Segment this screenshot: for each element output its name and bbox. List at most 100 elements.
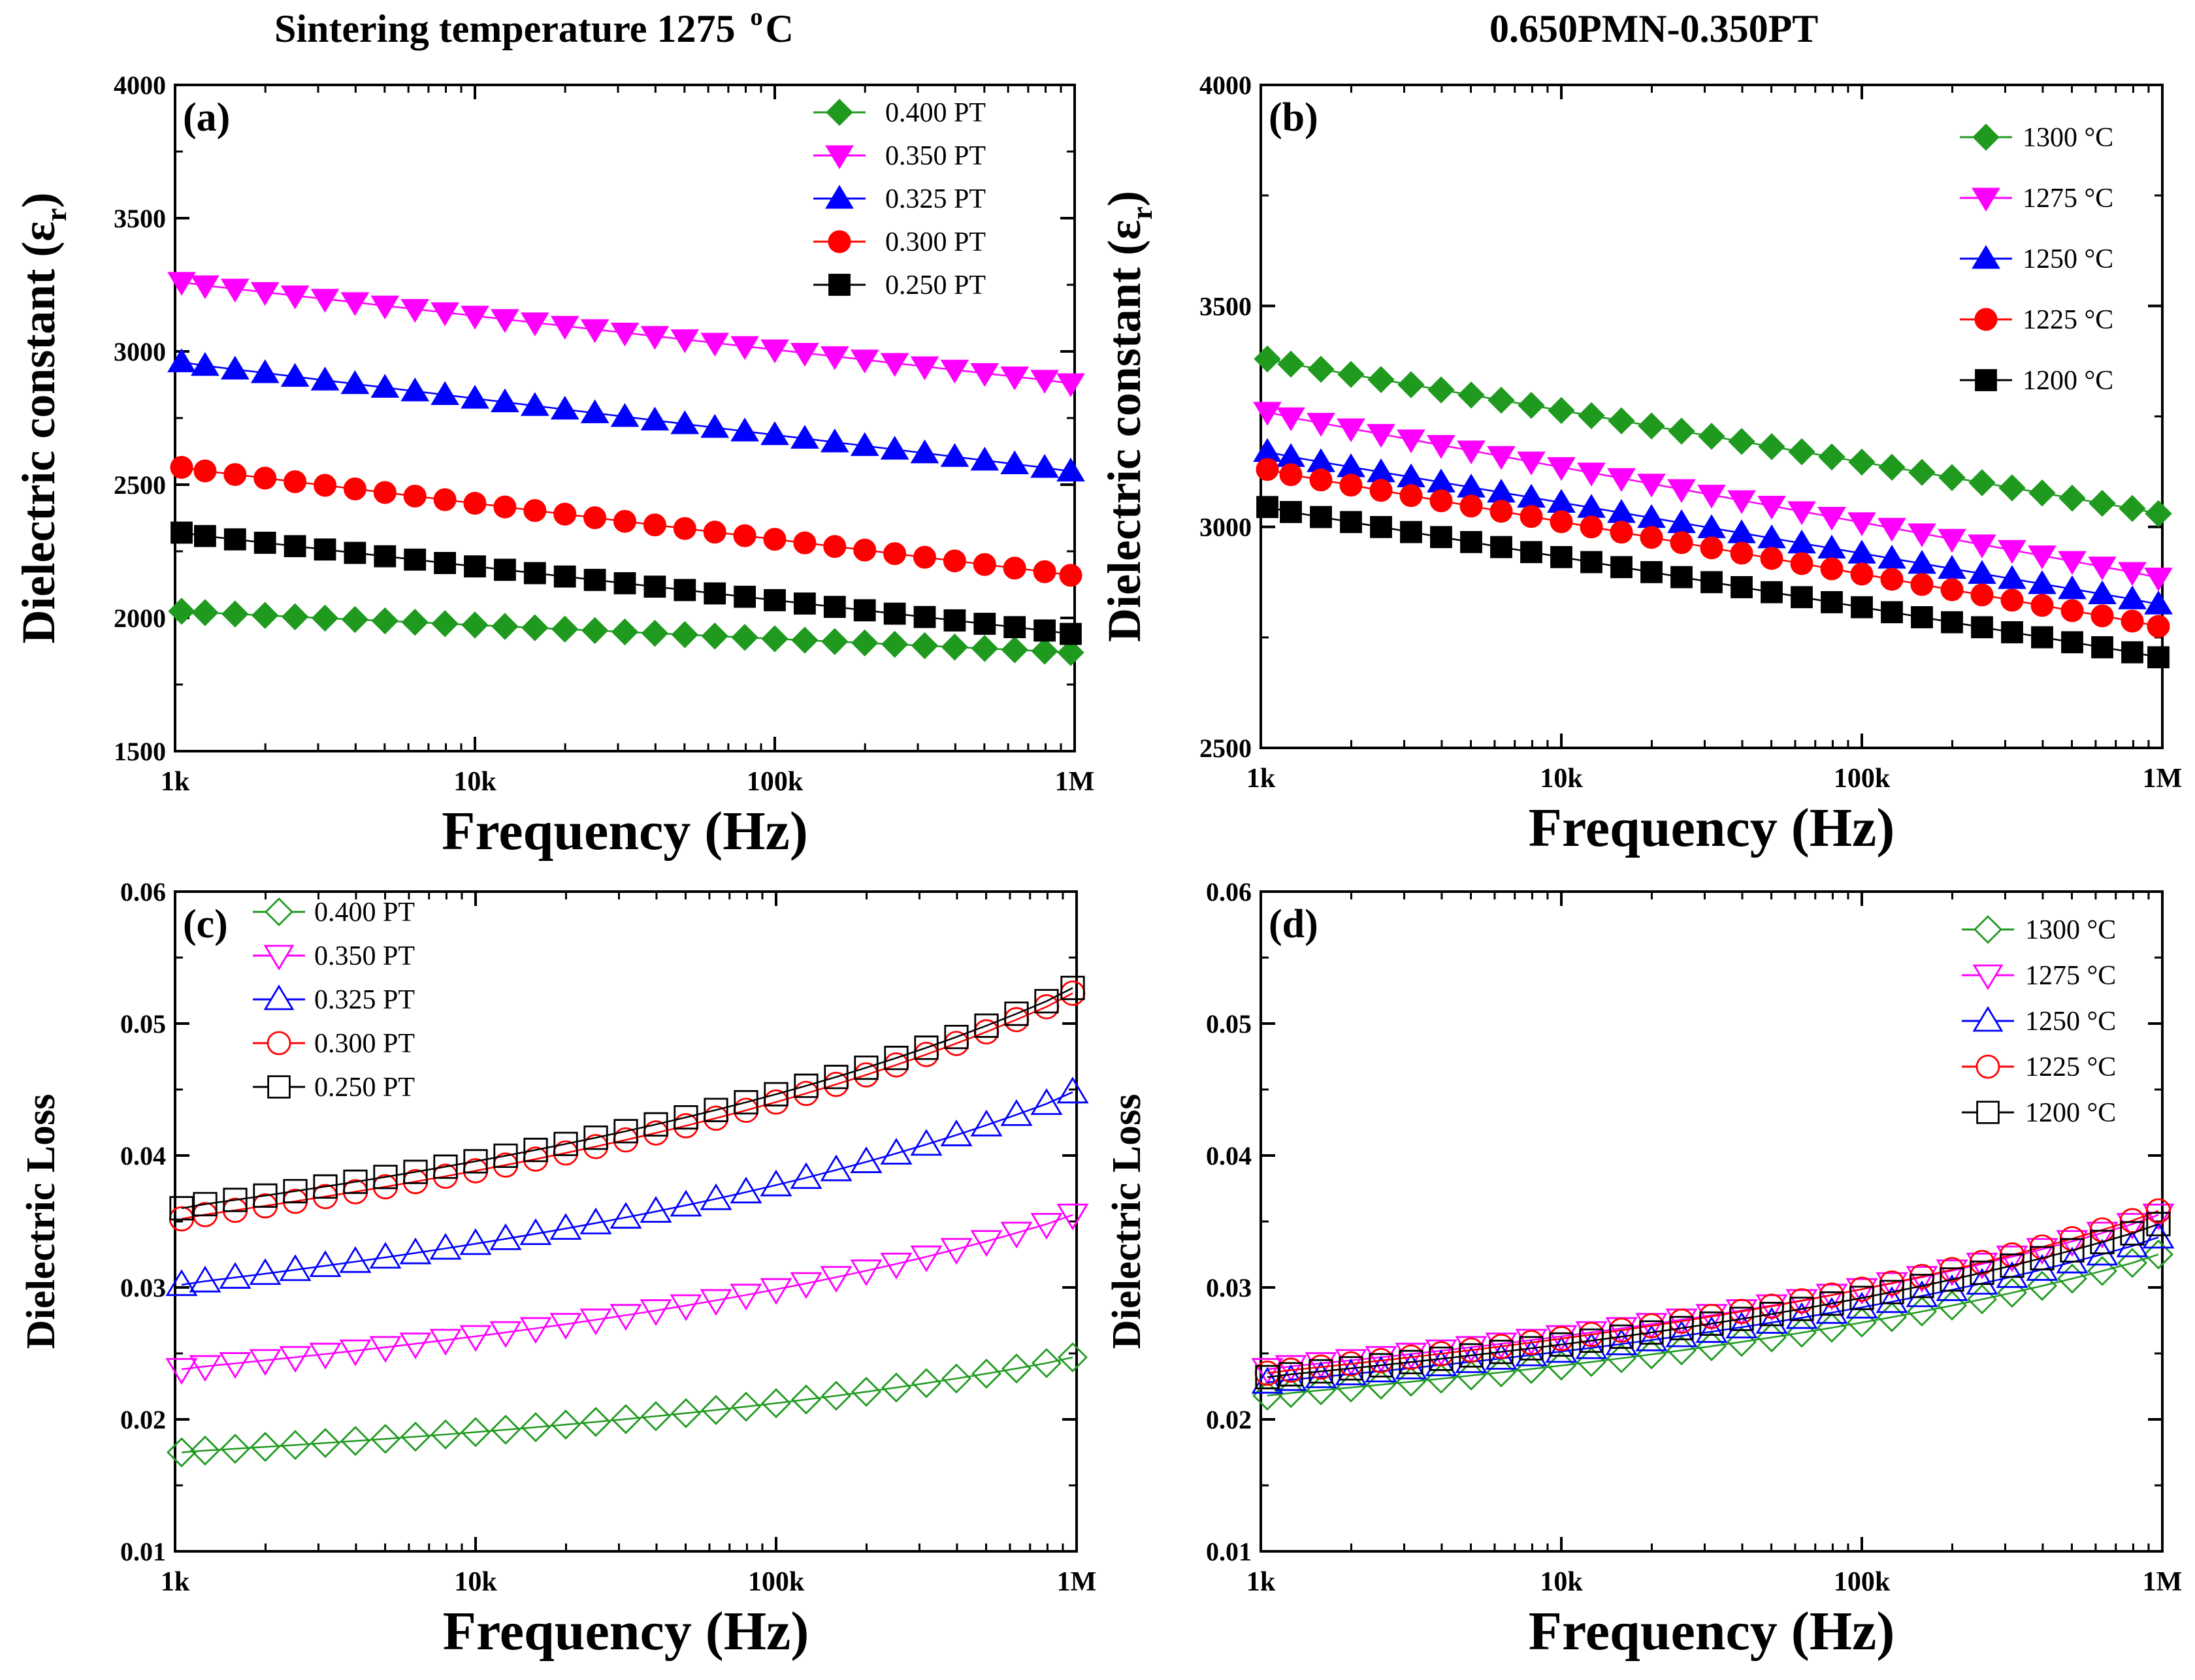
data-point	[2056, 1230, 2089, 1257]
data-point	[2001, 621, 2023, 643]
data-point	[2091, 636, 2113, 658]
series-1225-c	[1256, 458, 2170, 638]
data-point	[1251, 1358, 1284, 1385]
data-point	[1337, 361, 1365, 388]
y-tick-label: 0.03	[120, 1273, 166, 1302]
data-point	[463, 492, 487, 515]
data-point	[1256, 458, 1279, 481]
y-tick-label: 0.01	[120, 1537, 166, 1566]
legend-item: 0.400 PT	[813, 98, 986, 128]
series-0-350-pt	[165, 1203, 1089, 1385]
data-point	[253, 466, 277, 490]
data-point	[2058, 551, 2087, 575]
data-point	[880, 353, 909, 377]
legend-marker	[263, 984, 295, 1010]
data-point	[1970, 583, 1994, 607]
legend-label: 1275 °C	[2023, 184, 2113, 214]
data-point	[2058, 575, 2087, 600]
data-point	[940, 1119, 973, 1146]
data-point	[340, 292, 370, 316]
data-point	[2121, 641, 2143, 664]
data-point	[940, 443, 969, 467]
data-point	[671, 621, 699, 649]
legend-item: 1275 °C	[1962, 961, 2116, 991]
data-point	[704, 582, 726, 605]
data-point	[910, 1245, 943, 1272]
legend-item: 0.400 PT	[253, 897, 415, 928]
legend-marker	[1972, 1006, 2004, 1032]
data-point	[823, 535, 847, 558]
legend-item: 0.350 PT	[253, 941, 415, 971]
data-point	[253, 532, 276, 554]
legend-marker	[825, 145, 854, 169]
data-point	[1253, 402, 1282, 426]
data-point	[523, 1137, 548, 1163]
data-point	[491, 1414, 521, 1445]
data-point	[431, 1419, 461, 1450]
data-point	[2027, 1270, 2057, 1301]
data-point	[1759, 1302, 1784, 1327]
data-point	[764, 1082, 789, 1107]
data-point	[790, 1162, 822, 1189]
data-point	[1520, 505, 1543, 528]
data-point	[824, 1065, 849, 1090]
data-point	[1034, 989, 1059, 1014]
data-point	[761, 1388, 791, 1419]
legend-marker	[1972, 187, 2000, 212]
y-tick-label: 4000	[114, 71, 166, 100]
y-tick-label: 2500	[114, 470, 166, 500]
data-point	[734, 585, 756, 608]
data-point	[704, 1097, 728, 1122]
legend-item: 1250 °C	[1960, 244, 2113, 274]
data-point	[523, 562, 546, 585]
data-point	[1908, 459, 1936, 486]
data-point	[613, 509, 637, 533]
series-0-350-pt	[167, 272, 1085, 397]
legend-label: 0.325 PT	[885, 184, 986, 214]
data-point	[1850, 562, 1874, 586]
data-point	[731, 1391, 761, 1422]
x-tick-label: 10k	[1540, 764, 1583, 794]
x-tick-label: 100k	[1834, 1567, 1891, 1597]
legend-marker	[1975, 369, 1997, 391]
data-point	[1279, 463, 1303, 487]
data-point	[1337, 418, 1365, 443]
data-point	[1970, 1260, 1994, 1285]
data-point	[1761, 581, 1783, 604]
y-axis-label: Dielectric constant (εr)	[12, 193, 73, 644]
data-point	[1851, 596, 1873, 619]
x-axis-label: Frequency (Hz)	[1529, 798, 1895, 858]
data-point	[1881, 601, 1903, 624]
data-point	[914, 1035, 939, 1060]
legend-item: 0.250 PT	[253, 1073, 415, 1103]
data-point	[519, 1218, 552, 1246]
data-point	[1998, 565, 2026, 589]
data-point	[1968, 469, 1996, 496]
data-point	[910, 1129, 943, 1156]
data-point	[2000, 1253, 2024, 1278]
data-point	[1340, 511, 1362, 534]
data-point	[249, 1258, 282, 1285]
data-point	[220, 355, 250, 380]
data-point	[1517, 451, 1546, 476]
legend-marker	[267, 1075, 291, 1099]
data-point	[973, 553, 996, 576]
data-point	[279, 1346, 312, 1373]
data-point	[2028, 479, 2056, 507]
data-point	[911, 1368, 941, 1398]
data-point	[1427, 434, 1455, 459]
legend-item: 1225 °C	[1962, 1052, 2116, 1082]
x-tick-label: 1k	[161, 767, 190, 797]
data-point	[820, 428, 849, 453]
data-point	[1004, 1001, 1029, 1026]
x-tick-label: 1M	[1057, 1567, 1097, 1597]
data-point	[643, 513, 666, 537]
legend-label: 1200 °C	[2025, 1098, 2116, 1128]
series-0-400-pt	[167, 1342, 1088, 1468]
data-point	[580, 399, 610, 423]
title-left-suffix: C	[765, 7, 794, 50]
figure-title-right: 0.650PMN-0.350PT	[1489, 7, 1819, 50]
data-point	[1697, 485, 1726, 509]
data-point	[641, 1401, 671, 1432]
